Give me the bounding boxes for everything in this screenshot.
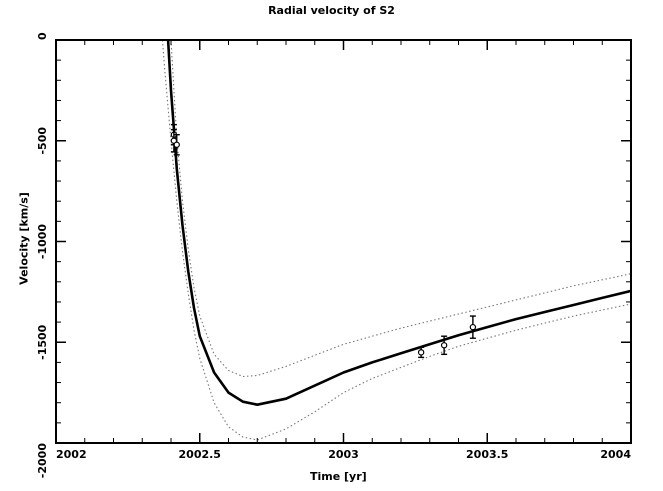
chart-title: Radial velocity of S2 — [268, 4, 395, 17]
data-marker — [469, 323, 477, 331]
y-tick-label: 0 — [36, 32, 49, 40]
x-axis-ticks: 2002 2002.5 2003 2003.5 2004 — [55, 40, 632, 461]
confidence-curve-2 — [161, 40, 631, 441]
y-tick-label: -500 — [36, 127, 49, 155]
data-point-4 — [440, 335, 448, 356]
curves-layer — [161, 40, 631, 441]
plot-frame — [55, 39, 632, 444]
data-point-2 — [173, 134, 180, 156]
data-point-5 — [469, 315, 477, 339]
data-marker — [440, 342, 448, 349]
y-tick-label: -1000 — [36, 224, 49, 260]
y-tick-label: -1500 — [36, 324, 49, 360]
x-tick-label: 2003.5 — [466, 448, 508, 461]
x-tick-label: 2004 — [600, 448, 631, 461]
confidence-curve-1 — [170, 40, 631, 378]
fit-curve — [166, 40, 631, 406]
x-axis-label: Time [yr] — [310, 470, 367, 483]
x-tick-label: 2002.5 — [179, 448, 221, 461]
y-axis-ticks: 0 -500 -1000 -1500 -2000 — [36, 32, 631, 478]
x-tick-label: 2003 — [328, 448, 359, 461]
y-tick-label: -2000 — [36, 443, 49, 479]
data-marker — [173, 141, 180, 148]
data-marker — [417, 349, 425, 356]
x-tick-label: 2002 — [56, 448, 87, 461]
data-point-3 — [417, 346, 425, 359]
data-points-layer — [170, 123, 477, 359]
